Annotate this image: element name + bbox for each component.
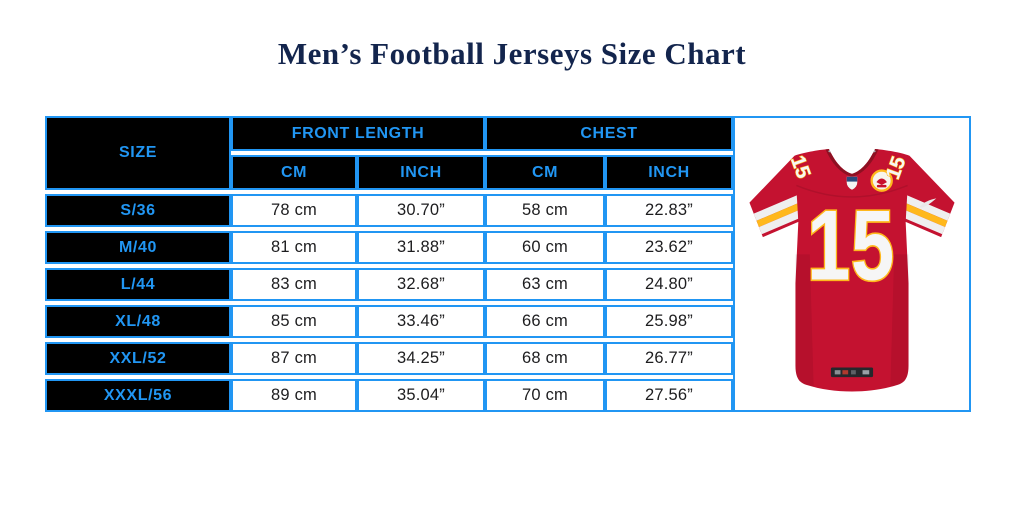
table-row-xxxl56: XXXL/56 89 cm 35.04” 70 cm 27.56” bbox=[45, 379, 734, 412]
column-header-chest: CHEST bbox=[485, 116, 734, 151]
size-label: M/40 bbox=[45, 231, 231, 264]
chest-inch-value: 25.98” bbox=[605, 305, 734, 338]
page-title: Men’s Football Jerseys Size Chart bbox=[277, 36, 747, 71]
size-label: L/44 bbox=[45, 268, 231, 301]
nike-swoosh-icon bbox=[919, 198, 937, 208]
nfl-shield-icon bbox=[846, 176, 858, 190]
size-label: S/36 bbox=[45, 194, 231, 227]
front-length-cm-value: 81 cm bbox=[231, 231, 357, 264]
table-row-xl48: XL/48 85 cm 33.46” 66 cm 25.98” bbox=[45, 305, 734, 338]
chest-cm-value: 68 cm bbox=[485, 342, 605, 375]
chest-cm-value: 63 cm bbox=[485, 268, 605, 301]
size-chart-content: SIZE FRONT LENGTH CHEST CM INCH CM INCH … bbox=[45, 112, 971, 416]
chest-inch-value: 27.56” bbox=[605, 379, 734, 412]
table-row-l44: L/44 83 cm 32.68” 63 cm 24.80” bbox=[45, 268, 734, 301]
front-length-cm-value: 85 cm bbox=[231, 305, 357, 338]
chiefs-patch-icon bbox=[870, 169, 893, 192]
column-header-size: SIZE bbox=[45, 116, 231, 190]
jersey-body bbox=[749, 149, 955, 392]
column-header-front-length: FRONT LENGTH bbox=[231, 116, 485, 151]
front-length-cm-value: 87 cm bbox=[231, 342, 357, 375]
front-length-inch-value: 31.88” bbox=[357, 231, 485, 264]
front-length-inch-value: 34.25” bbox=[357, 342, 485, 375]
chest-cm-value: 60 cm bbox=[485, 231, 605, 264]
column-header-chest-inch: INCH bbox=[605, 155, 734, 190]
front-length-cm-value: 78 cm bbox=[231, 194, 357, 227]
chest-cm-value: 66 cm bbox=[485, 305, 605, 338]
chest-inch-value: 26.77” bbox=[605, 342, 734, 375]
front-length-inch-value: 35.04” bbox=[357, 379, 485, 412]
chest-inch-value: 22.83” bbox=[605, 194, 734, 227]
header-row-units: CM INCH CM INCH bbox=[45, 155, 734, 190]
front-length-cm-value: 83 cm bbox=[231, 268, 357, 301]
size-chart-table: SIZE FRONT LENGTH CHEST CM INCH CM INCH … bbox=[45, 112, 734, 416]
front-length-cm-value: 89 cm bbox=[231, 379, 357, 412]
chest-inch-value: 23.62” bbox=[605, 231, 734, 264]
column-header-chest-cm: CM bbox=[485, 155, 605, 190]
column-header-front-cm: CM bbox=[231, 155, 357, 190]
jersey-image-panel: 15 15 15 bbox=[733, 116, 971, 412]
header-row-groups: SIZE FRONT LENGTH CHEST bbox=[45, 116, 734, 190]
jock-tag bbox=[830, 367, 874, 378]
size-label: XL/48 bbox=[45, 305, 231, 338]
front-length-inch-value: 33.46” bbox=[357, 305, 485, 338]
front-length-inch-value: 32.68” bbox=[357, 268, 485, 301]
chest-inch-value: 24.80” bbox=[605, 268, 734, 301]
column-header-front-inch: INCH bbox=[357, 155, 485, 190]
size-label: XXL/52 bbox=[45, 342, 231, 375]
size-label: XXXL/56 bbox=[45, 379, 231, 412]
chest-cm-value: 58 cm bbox=[485, 194, 605, 227]
table-row-s36: S/36 78 cm 30.70” 58 cm 22.83” bbox=[45, 194, 734, 227]
chest-number: 15 bbox=[807, 189, 895, 301]
football-jersey-image: 15 15 15 bbox=[749, 149, 955, 392]
front-length-inch-value: 30.70” bbox=[357, 194, 485, 227]
table-row-m40: M/40 81 cm 31.88” 60 cm 23.62” bbox=[45, 231, 734, 264]
table-row-xxl52: XXL/52 87 cm 34.25” 68 cm 26.77” bbox=[45, 342, 734, 375]
chest-cm-value: 70 cm bbox=[485, 379, 605, 412]
